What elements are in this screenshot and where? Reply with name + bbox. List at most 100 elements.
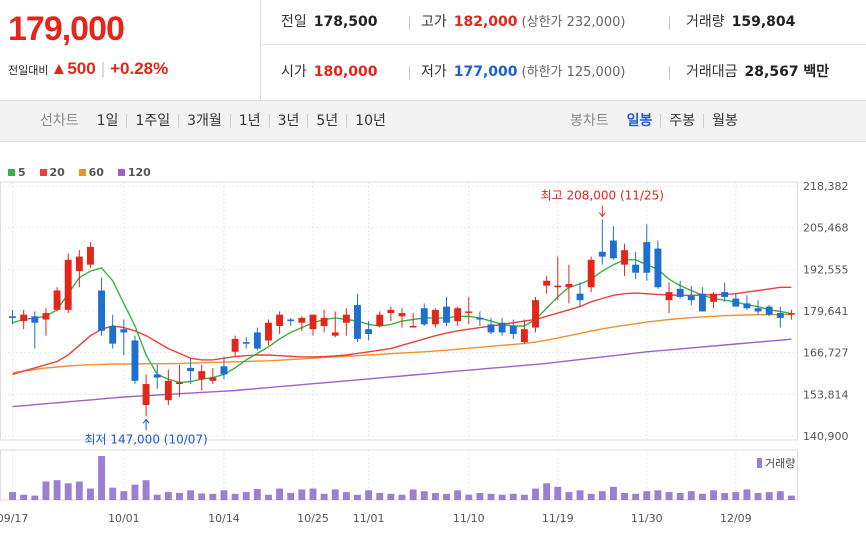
y-tick-label: 179,641 <box>803 305 849 318</box>
candle-body <box>265 322 272 341</box>
candle-body <box>509 325 517 335</box>
candle-body <box>543 280 551 286</box>
volume-bar <box>20 494 28 500</box>
volume-bar <box>265 494 272 500</box>
tab-10y[interactable]: 10년 <box>346 114 394 128</box>
candle-body <box>253 332 261 349</box>
legend-label: 5 <box>18 166 26 179</box>
candle-body <box>765 306 773 315</box>
volume-bar <box>276 488 284 500</box>
tab-monthly[interactable]: 월봉 <box>703 114 746 128</box>
candle-body <box>409 325 417 328</box>
line-chart-label: 선차트 <box>40 113 79 129</box>
legend-label: 60 <box>88 166 104 179</box>
volume-bar <box>710 490 717 500</box>
volume-bar <box>164 492 172 500</box>
candle-body <box>142 384 150 406</box>
tab-1y[interactable]: 1년 <box>229 114 269 128</box>
candle-body <box>231 338 239 352</box>
high-annotation: 최고 208,000 (11/25) <box>541 188 664 202</box>
candle-body <box>609 240 617 259</box>
volume-bar <box>42 481 50 500</box>
candle-body <box>376 314 384 326</box>
day-high: 고가 182,000 (상한가 232,000) <box>421 0 625 44</box>
volume-bar <box>354 494 361 500</box>
low-annotation: 최저 147,000 (10/07) <box>84 432 207 446</box>
volume-legend-label: 거래량 <box>765 457 795 470</box>
x-tick-label: 12/09 <box>720 512 752 525</box>
y-tick-label: 205,468 <box>803 222 849 235</box>
candle-body <box>153 374 161 378</box>
x-tick-label: 09/17 <box>0 512 28 525</box>
volume-bar <box>643 491 651 500</box>
tab-1w[interactable]: 1주일 <box>126 114 178 128</box>
candle-body <box>520 329 528 343</box>
candle-body <box>164 380 172 401</box>
candle-body <box>687 295 695 301</box>
volume-bar <box>64 483 72 500</box>
candle-body <box>53 290 61 310</box>
high-value: 182,000 <box>453 14 518 30</box>
volume-bar <box>498 494 506 500</box>
candle-body <box>365 329 373 335</box>
tab-weekly[interactable]: 주봉 <box>660 114 703 128</box>
trade-amount: 거래대금 28,567 백만 <box>686 50 829 94</box>
volume-bar <box>387 493 395 500</box>
tab-daily[interactable]: 일봉 <box>626 113 653 129</box>
candle-body <box>732 298 740 307</box>
tab-1d[interactable]: 1일 <box>96 113 119 129</box>
candle-body <box>632 264 640 273</box>
price-box: 179,000 전일대비 ▲500 | +0.28% <box>0 0 261 100</box>
volume-bar <box>253 489 261 500</box>
legend-label: 20 <box>49 166 65 179</box>
open-label: 시가 <box>281 64 307 80</box>
volume-bar <box>509 493 517 500</box>
volume-bar <box>487 493 495 500</box>
volume-bar <box>331 489 339 500</box>
legend-swatch <box>78 169 86 176</box>
volume-bar <box>409 489 417 500</box>
tab-3m[interactable]: 3개월 <box>178 114 230 128</box>
y-tick-label: 166,727 <box>803 347 849 360</box>
tab-3y[interactable]: 3년 <box>268 114 308 128</box>
volume-bar <box>98 456 106 500</box>
candle-body <box>187 367 195 372</box>
volume-bar <box>732 492 740 500</box>
volume-bar <box>743 489 751 500</box>
candle-body <box>643 242 651 273</box>
volume-bar <box>287 492 295 500</box>
volume-bar <box>342 492 350 500</box>
volume-bar <box>632 493 640 500</box>
current-price: 179,000 <box>8 10 125 48</box>
lower-limit: (하한가 125,000) <box>521 65 626 80</box>
y-tick-label: 192,555 <box>803 263 849 276</box>
volume-area <box>0 449 798 501</box>
volume-bar <box>176 492 183 500</box>
ma60-line <box>12 313 792 374</box>
volume-bar <box>721 492 729 500</box>
x-tick-label: 11/30 <box>631 512 663 525</box>
volume-bar <box>109 487 117 500</box>
candle-body <box>131 340 139 381</box>
x-tick-label: 11/01 <box>353 512 385 525</box>
volume-bar <box>676 492 684 500</box>
candle-body <box>676 288 684 297</box>
volume-bar <box>776 491 784 500</box>
low-label: 저가 <box>421 64 447 80</box>
volume-legend-swatch <box>757 458 762 468</box>
volume-bar <box>120 491 128 500</box>
candle-body <box>309 314 317 330</box>
tab-5y[interactable]: 5년 <box>307 114 346 128</box>
candle-body <box>298 317 306 323</box>
candle-body <box>587 259 595 288</box>
high-arrow-head <box>598 212 606 218</box>
candle-body <box>554 285 562 288</box>
volume-bar <box>398 494 406 500</box>
candle-chart-tabs: 봉차트 일봉 주봉 월봉 <box>570 101 746 141</box>
candle-body <box>87 246 94 265</box>
volume-bar <box>654 490 662 500</box>
volume-bar <box>476 492 484 500</box>
change-label: 전일대비 <box>8 65 49 77</box>
x-tick-label: 11/10 <box>453 512 485 525</box>
